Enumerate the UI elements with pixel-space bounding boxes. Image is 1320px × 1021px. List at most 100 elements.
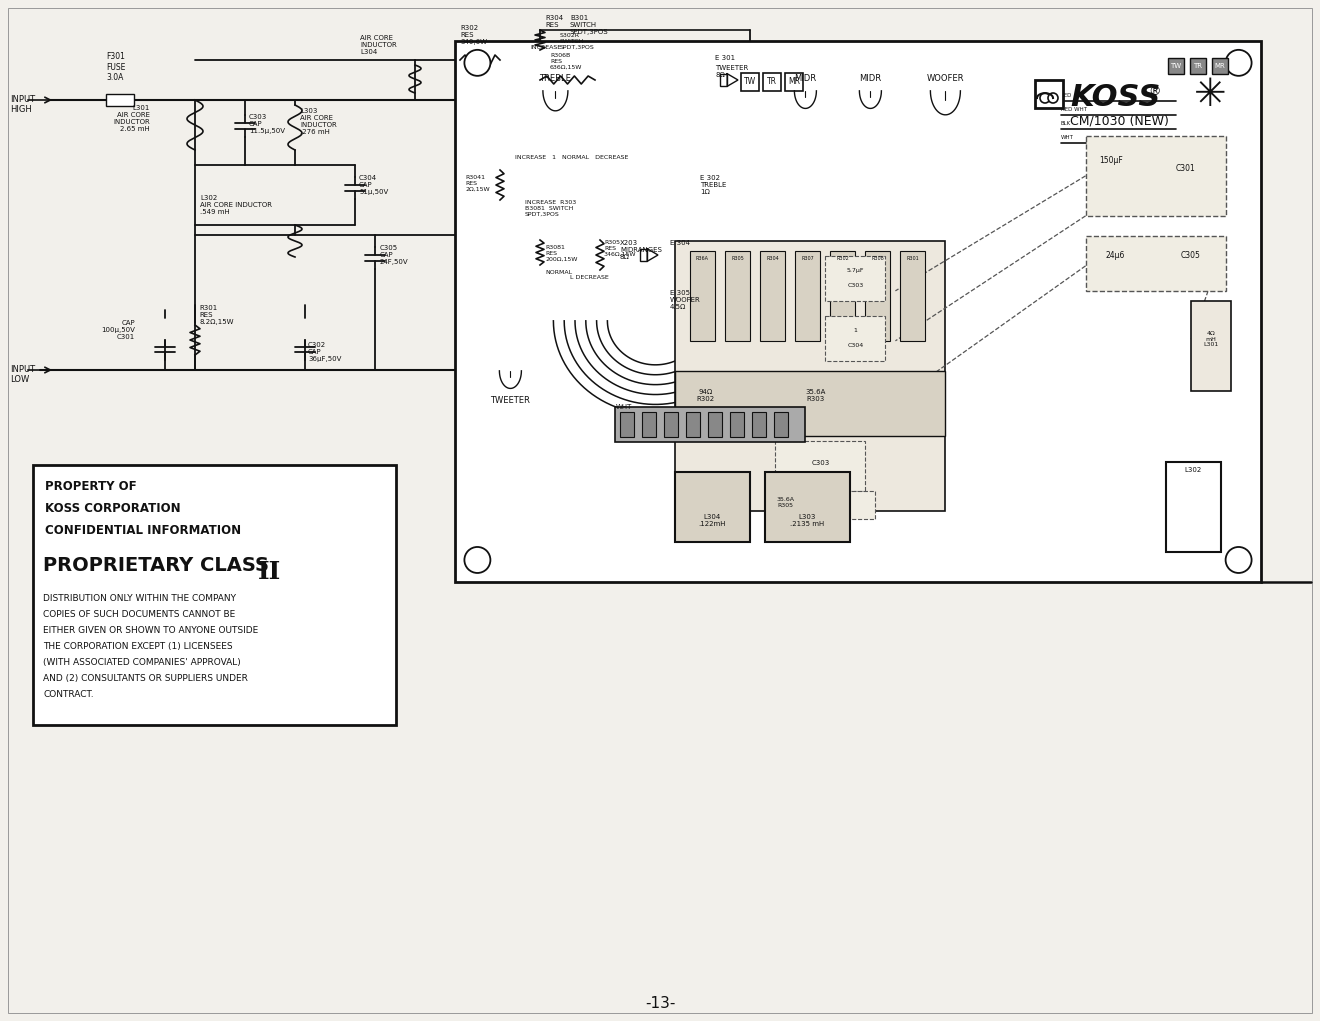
Text: R304: R304 (766, 256, 779, 260)
Polygon shape (727, 74, 738, 87)
Text: CAP
100µ,50V
C301: CAP 100µ,50V C301 (102, 320, 135, 340)
Bar (1189, 58, 1205, 74)
Bar (726, 251, 750, 341)
Text: RED: RED (1060, 93, 1072, 98)
Bar (640, 249, 647, 261)
Bar (866, 251, 891, 341)
Text: MIDR: MIDR (795, 75, 817, 84)
Text: INCREASE  R303
B3081  SWITCH
SPDT,3POS: INCREASE R303 B3081 SWITCH SPDT,3POS (525, 200, 577, 217)
Text: WOOFER: WOOFER (927, 75, 964, 84)
Bar (106, 94, 135, 106)
Text: R308: R308 (871, 256, 884, 260)
Text: II: II (257, 560, 281, 584)
Bar (763, 72, 781, 91)
Text: PROPRIETARY CLASS: PROPRIETARY CLASS (44, 555, 276, 575)
Text: AND (2) CONSULTANTS OR SUPPLIERS UNDER: AND (2) CONSULTANTS OR SUPPLIERS UNDER (44, 674, 248, 683)
Bar (796, 251, 821, 341)
Text: R304
RES: R304 RES (545, 15, 564, 28)
Bar (1166, 461, 1221, 552)
Bar (775, 411, 788, 437)
Bar (455, 41, 1261, 582)
Text: L303
AIR CORE
INDUCTOR
.276 mH: L303 AIR CORE INDUCTOR .276 mH (300, 108, 337, 135)
Text: KOSS: KOSS (1071, 84, 1160, 112)
Text: R301
RES
8.2Ω,15W: R301 RES 8.2Ω,15W (199, 305, 234, 325)
Text: TW: TW (744, 78, 756, 87)
Bar (719, 74, 727, 87)
Bar (766, 472, 850, 542)
Text: R302: R302 (836, 256, 849, 260)
Bar (676, 472, 750, 542)
Text: INPUT
HIGH: INPUT HIGH (11, 95, 36, 114)
Text: INPUT
LOW: INPUT LOW (11, 364, 36, 384)
Text: TREBLE: TREBLE (540, 75, 572, 84)
Text: INCREASE   1   NORMAL   DECREASE: INCREASE 1 NORMAL DECREASE (515, 155, 628, 160)
Text: RED WHT: RED WHT (1060, 107, 1086, 112)
Text: C303: C303 (847, 284, 863, 288)
Text: BLK: BLK (1060, 120, 1071, 126)
Text: L303
.2135 mH: L303 .2135 mH (791, 514, 825, 527)
Text: X203
MIDRANGES
8Ω: X203 MIDRANGES 8Ω (620, 240, 661, 260)
Text: E 301: E 301 (715, 55, 735, 61)
Bar (830, 251, 855, 341)
Text: KOSS CORPORATION: KOSS CORPORATION (45, 501, 181, 515)
Text: L304
.122mH: L304 .122mH (698, 514, 726, 527)
Text: PROPERTY OF: PROPERTY OF (45, 480, 137, 492)
Text: 35.6A
R303: 35.6A R303 (805, 389, 825, 402)
Bar (676, 241, 945, 510)
Text: (WITH ASSOCIATED COMPANIES' APPROVAL): (WITH ASSOCIATED COMPANIES' APPROVAL) (44, 658, 240, 667)
Text: R301: R301 (906, 256, 919, 260)
Bar (900, 251, 925, 341)
Bar (1191, 301, 1230, 391)
Text: E 304: E 304 (671, 240, 690, 246)
Bar (664, 411, 678, 437)
Text: L301
AIR CORE
INDUCTOR
2.65 mH: L301 AIR CORE INDUCTOR 2.65 mH (114, 105, 150, 132)
Bar (775, 491, 875, 519)
Polygon shape (701, 291, 715, 309)
Circle shape (465, 547, 491, 573)
Text: 24µ6: 24µ6 (1106, 251, 1125, 260)
Text: CONFIDENTIAL INFORMATION: CONFIDENTIAL INFORMATION (45, 524, 242, 537)
Text: R3081
RES
200Ω,15W: R3081 RES 200Ω,15W (545, 245, 577, 261)
Bar (1168, 58, 1184, 74)
Bar (785, 72, 803, 91)
Text: 1: 1 (854, 329, 857, 333)
Text: C305: C305 (1180, 251, 1200, 260)
Text: C302
CAP
36µF,50V: C302 CAP 36µF,50V (308, 342, 342, 362)
Text: THE CORPORATION EXCEPT (1) LICENSEES: THE CORPORATION EXCEPT (1) LICENSEES (44, 641, 232, 650)
Text: TWEETER
8Ω: TWEETER 8Ω (715, 65, 748, 78)
Bar (643, 411, 656, 437)
Bar (709, 411, 722, 437)
Bar (690, 291, 701, 309)
Text: EITHER GIVEN OR SHOWN TO ANYONE OUTSIDE: EITHER GIVEN OR SHOWN TO ANYONE OUTSIDE (44, 626, 259, 635)
Bar (615, 407, 805, 442)
Text: TW: TW (1170, 63, 1181, 68)
Bar (825, 256, 886, 301)
Bar (680, 249, 688, 261)
Text: E 305
WOOFER
4.5Ω: E 305 WOOFER 4.5Ω (671, 290, 701, 310)
Bar (1035, 80, 1063, 108)
Text: R305: R305 (731, 256, 743, 260)
Text: 35.6A
R305: 35.6A R305 (776, 497, 795, 508)
Circle shape (1040, 93, 1049, 103)
Text: INCREASE: INCREASE (531, 45, 561, 50)
Text: C303: C303 (812, 459, 829, 466)
Text: L302
AIR CORE INDUCTOR
.549 mH: L302 AIR CORE INDUCTOR .549 mH (201, 195, 272, 215)
Bar (760, 251, 785, 341)
Text: ✳: ✳ (1193, 76, 1226, 114)
Text: NORMAL: NORMAL (545, 270, 572, 275)
Text: E 302
TREBLE
1Ω: E 302 TREBLE 1Ω (700, 175, 726, 195)
Circle shape (1225, 50, 1251, 76)
Bar (676, 371, 945, 436)
Text: 94Ω
R302: 94Ω R302 (697, 389, 714, 402)
Bar (775, 441, 866, 491)
Text: -13-: -13- (644, 995, 676, 1011)
Circle shape (465, 50, 491, 76)
Text: R305
RES
346Ω,15W: R305 RES 346Ω,15W (605, 240, 636, 256)
Text: MIDR: MIDR (859, 75, 882, 84)
Text: TWEETER: TWEETER (491, 396, 531, 405)
Circle shape (1048, 93, 1059, 103)
Text: DISTRIBUTION ONLY WITHIN THE COMPANY: DISTRIBUTION ONLY WITHIN THE COMPANY (44, 593, 236, 602)
Text: MR: MR (788, 78, 800, 87)
Text: 5.7µF: 5.7µF (846, 269, 865, 274)
Bar (1085, 136, 1225, 215)
